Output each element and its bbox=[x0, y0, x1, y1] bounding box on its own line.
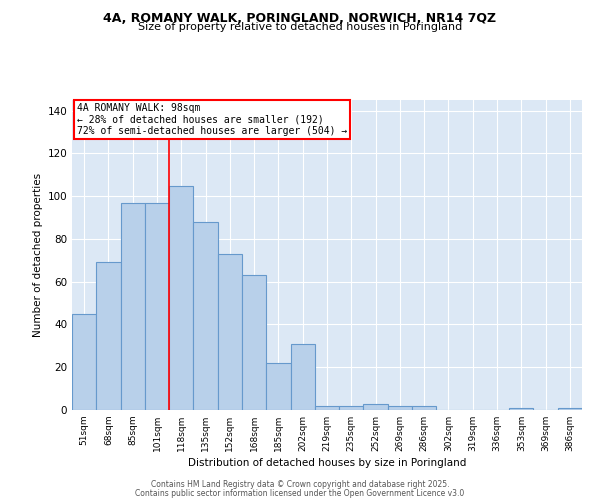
Bar bbox=[388, 406, 412, 410]
X-axis label: Distribution of detached houses by size in Poringland: Distribution of detached houses by size … bbox=[188, 458, 466, 468]
Bar bbox=[266, 363, 290, 410]
Bar bbox=[339, 406, 364, 410]
Bar bbox=[412, 406, 436, 410]
Bar bbox=[169, 186, 193, 410]
Bar bbox=[193, 222, 218, 410]
Bar bbox=[290, 344, 315, 410]
Bar bbox=[558, 408, 582, 410]
Bar bbox=[145, 202, 169, 410]
Y-axis label: Number of detached properties: Number of detached properties bbox=[33, 173, 43, 337]
Text: 4A ROMANY WALK: 98sqm
← 28% of detached houses are smaller (192)
72% of semi-det: 4A ROMANY WALK: 98sqm ← 28% of detached … bbox=[77, 103, 347, 136]
Bar bbox=[218, 254, 242, 410]
Bar bbox=[72, 314, 96, 410]
Bar bbox=[242, 276, 266, 410]
Text: Contains public sector information licensed under the Open Government Licence v3: Contains public sector information licen… bbox=[136, 488, 464, 498]
Text: Contains HM Land Registry data © Crown copyright and database right 2025.: Contains HM Land Registry data © Crown c… bbox=[151, 480, 449, 489]
Text: Size of property relative to detached houses in Poringland: Size of property relative to detached ho… bbox=[138, 22, 462, 32]
Bar bbox=[121, 202, 145, 410]
Bar bbox=[96, 262, 121, 410]
Text: 4A, ROMANY WALK, PORINGLAND, NORWICH, NR14 7QZ: 4A, ROMANY WALK, PORINGLAND, NORWICH, NR… bbox=[103, 12, 497, 26]
Bar bbox=[315, 406, 339, 410]
Bar bbox=[364, 404, 388, 410]
Bar bbox=[509, 408, 533, 410]
